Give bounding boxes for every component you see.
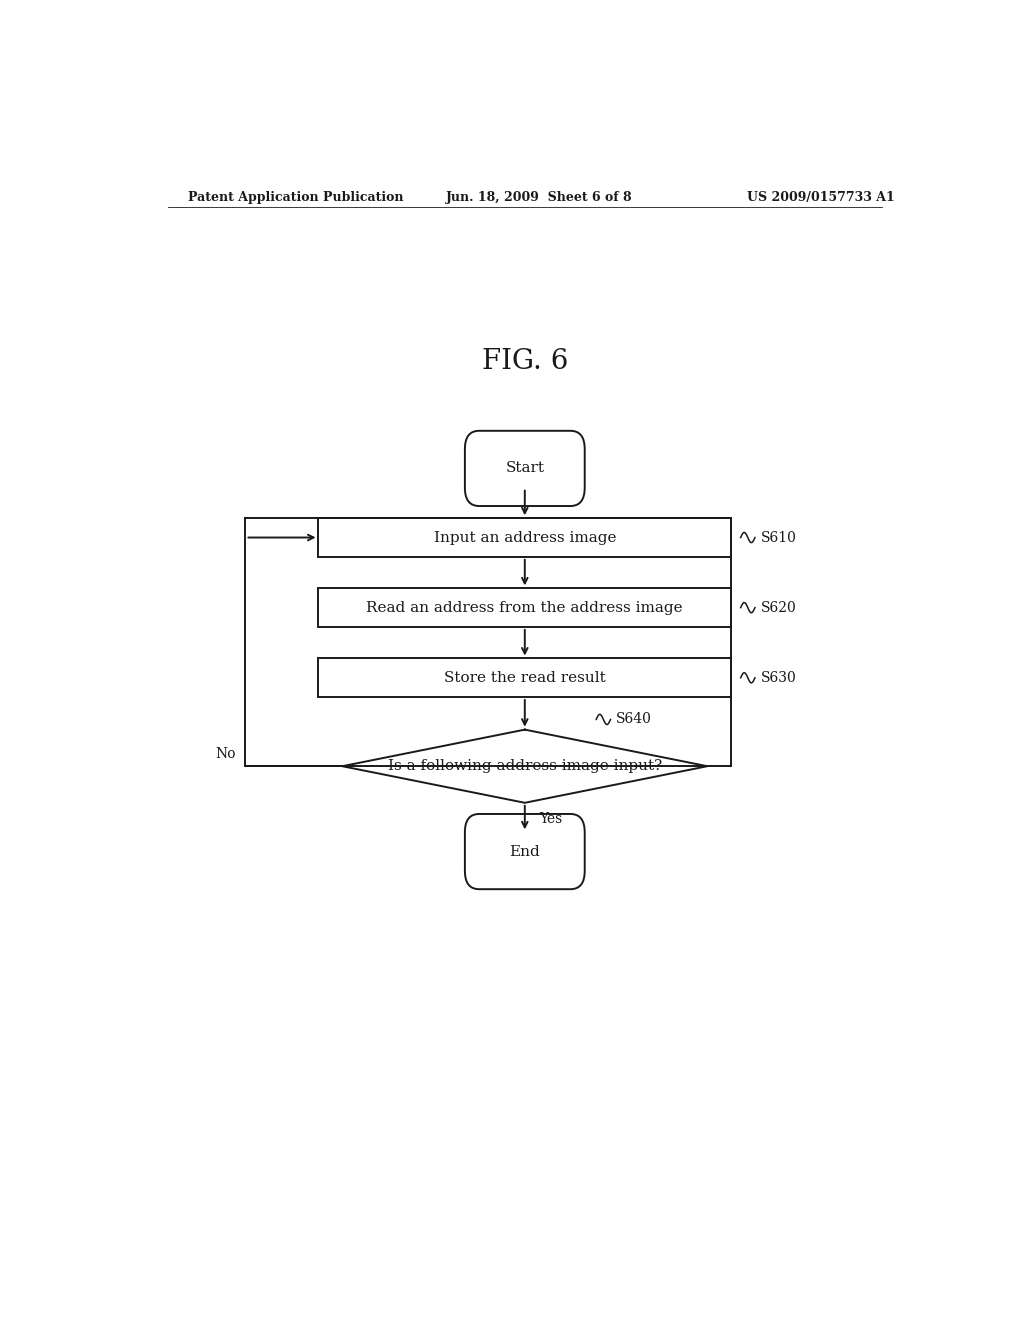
Text: No: No [215, 747, 236, 762]
Text: Store the read result: Store the read result [444, 671, 605, 685]
FancyBboxPatch shape [465, 430, 585, 506]
Text: Input an address image: Input an address image [433, 531, 616, 545]
Text: S620: S620 [761, 601, 797, 615]
Text: Yes: Yes [539, 812, 562, 826]
Text: S640: S640 [616, 713, 652, 726]
Text: Patent Application Publication: Patent Application Publication [187, 190, 403, 203]
Bar [318, 589, 731, 627]
FancyBboxPatch shape [465, 814, 585, 890]
Text: Jun. 18, 2009  Sheet 6 of 8: Jun. 18, 2009 Sheet 6 of 8 [445, 190, 632, 203]
Text: End: End [509, 845, 541, 858]
Text: S610: S610 [761, 531, 797, 545]
Bar [318, 519, 731, 557]
Text: FIG. 6: FIG. 6 [481, 348, 568, 375]
Text: S630: S630 [761, 671, 797, 685]
Text: US 2009/0157733 A1: US 2009/0157733 A1 [748, 190, 895, 203]
Text: Read an address from the address image: Read an address from the address image [367, 601, 683, 615]
Text: Start: Start [505, 462, 545, 475]
Bar [318, 659, 731, 697]
Text: Is a following address image input?: Is a following address image input? [388, 759, 662, 774]
